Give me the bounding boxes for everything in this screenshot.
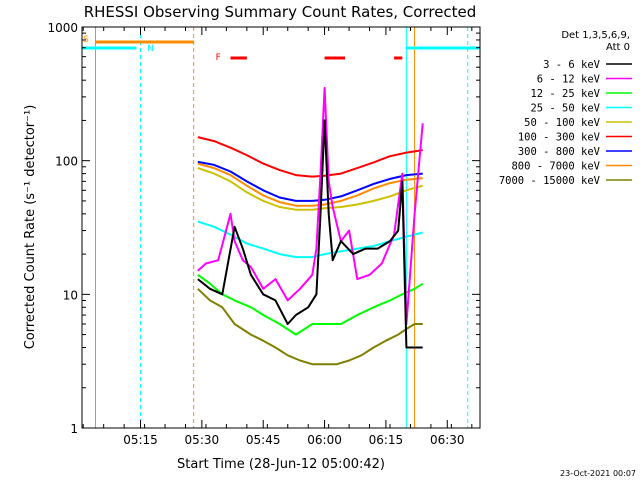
legend-label: 12 - 25 keV: [530, 88, 600, 100]
series-line: [197, 273, 424, 336]
series-line: [197, 160, 423, 202]
legend: Det 1,3,5,6,9,Att 0 3 - 6 keV 6 - 12 keV 12…: [499, 30, 632, 187]
flag-layer: S N F: [82, 27, 480, 428]
y-tick-label: 1000: [47, 21, 78, 35]
x-tick-label: 05:15: [123, 433, 158, 447]
timestamp: 23-Oct-2021 00:07: [560, 469, 636, 478]
series-line: [197, 86, 424, 325]
y-tick-label: 10: [63, 288, 78, 302]
series-line: [197, 162, 423, 207]
legend-label: 25 - 50 keV: [530, 103, 600, 115]
series-line: [197, 288, 423, 366]
legend-label: 800 - 7000 keV: [511, 161, 600, 173]
y-axis-label: Corrected Count Rate (s⁻¹ detector⁻¹): [23, 105, 38, 350]
x-axis-label: Start Time (28-Jun-12 05:00:42): [177, 457, 385, 472]
x-tick-label: 06:15: [369, 433, 404, 447]
night-flag-label: N: [147, 44, 154, 54]
legend-label: 7000 - 15000 keV: [499, 175, 601, 187]
axes-layer: 05:15 05:30 05:45 06:00 06:15 06:30 1 10 100 1000: [47, 21, 480, 447]
y-tick-label: 1: [70, 422, 78, 436]
x-tick-label: 06:00: [307, 433, 342, 447]
legend-label: 6 - 12 keV: [537, 74, 601, 86]
x-tick-label: 05:45: [246, 433, 281, 447]
chart-title: RHESSI Observing Summary Count Rates, Co…: [84, 3, 477, 21]
x-tick-label: 06:30: [430, 433, 465, 447]
saa-flag-label: S: [83, 35, 89, 45]
legend-header: Det 1,3,5,6,9,: [561, 30, 630, 41]
y-tick-label: 100: [55, 155, 78, 169]
series-line: [197, 167, 423, 211]
legend-label: 300 - 800 keV: [518, 146, 601, 158]
series-line: [197, 220, 423, 259]
series-line: [197, 119, 423, 349]
series-line: [197, 136, 423, 178]
legend-label: 100 - 300 keV: [518, 132, 601, 144]
legend-label: 50 - 100 keV: [524, 117, 601, 129]
plot-frame: [81, 26, 481, 429]
legend-label: 3 - 6 keV: [543, 59, 601, 71]
series-layer: [197, 86, 424, 366]
x-tick-label: 05:30: [185, 433, 220, 447]
flare-flag-label: F: [216, 53, 221, 63]
legend-header: Att 0: [606, 42, 630, 53]
